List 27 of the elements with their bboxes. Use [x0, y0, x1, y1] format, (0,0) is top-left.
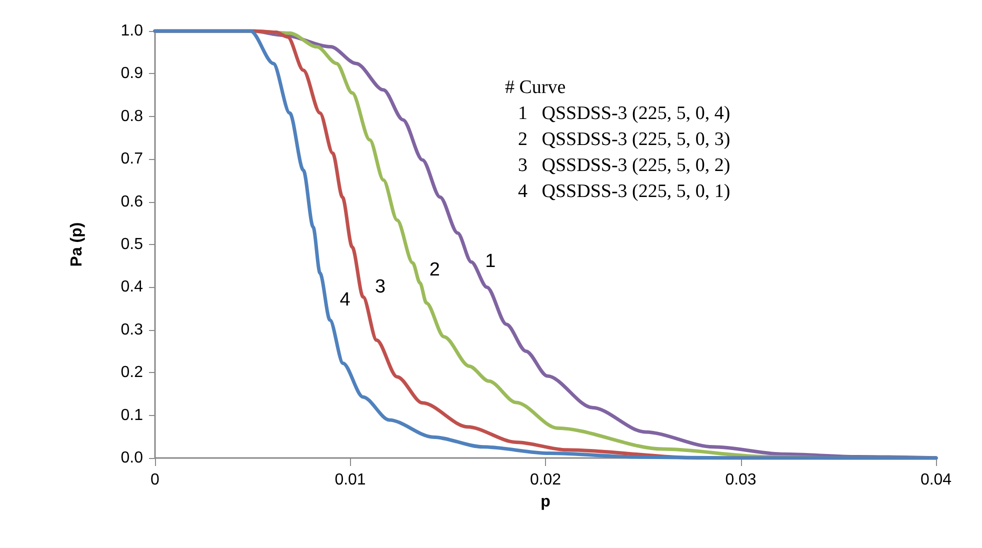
annotation: 3 QSSDSS-3 (225, 5, 0, 2) [518, 155, 730, 176]
y-tick-label: 0.0 [120, 450, 144, 466]
y-tick-label: 0.3 [120, 321, 144, 338]
x-axis-title: p [540, 494, 551, 510]
y-tick-label: 0.5 [120, 236, 144, 253]
y-tick-label: 0.1 [120, 406, 144, 424]
x-tick-label: 0.02 [530, 472, 562, 488]
y-tick-label: 0.2 [120, 364, 144, 382]
x-tick-label: 0 [150, 472, 160, 488]
y-tick-label: 0.4 [120, 278, 144, 296]
y-tick-label: 0.7 [120, 150, 144, 168]
annotation: # Curve [505, 77, 566, 98]
series-label: 2 [429, 260, 440, 281]
series-label: 3 [374, 276, 386, 298]
x-tick-label: 0.01 [334, 472, 366, 488]
annotation: 4 QSSDSS-3 (225, 5, 0, 1) [518, 181, 730, 202]
y-tick-label: 0.8 [120, 108, 144, 125]
annotation: 1 QSSDSS-3 (225, 5, 0, 4) [518, 103, 730, 124]
x-tick-label: 0.03 [725, 472, 756, 488]
annotation: 2 QSSDSS-3 (225, 5, 0, 3) [518, 129, 730, 150]
series-label: 1 [485, 251, 496, 272]
x-tick-label: 0.04 [920, 472, 952, 488]
y-axis-title: Pa (p) [68, 222, 86, 267]
series-label: 4 [340, 290, 351, 311]
y-tick-label: 0.9 [120, 65, 144, 82]
y-tick-label: 1.0 [120, 22, 144, 40]
y-tick-label: 0.6 [120, 193, 144, 210]
